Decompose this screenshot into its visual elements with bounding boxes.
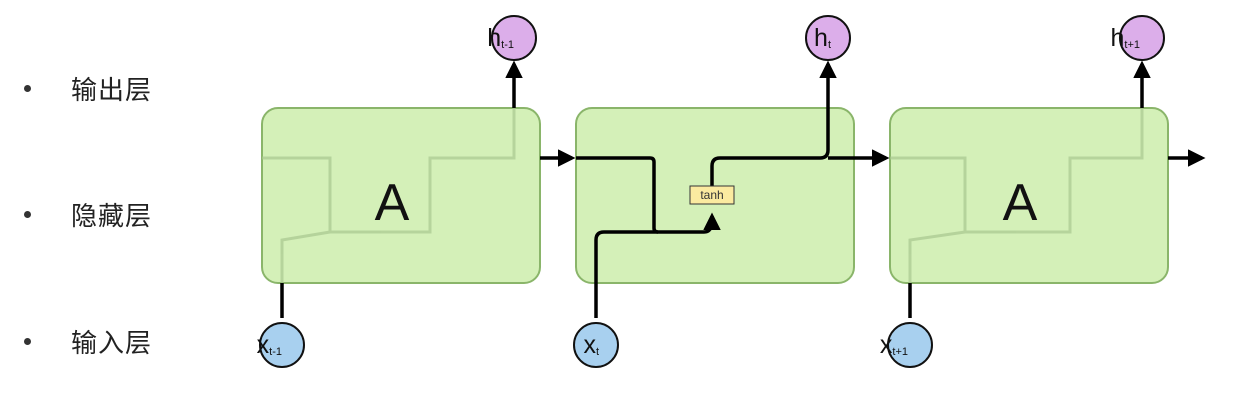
middle-input-path bbox=[594, 230, 658, 318]
x-curr-sub: t bbox=[596, 346, 599, 358]
h-next-sub: t+1 bbox=[1124, 39, 1140, 51]
legend-item-output: 输出层 bbox=[24, 70, 152, 107]
h-next-main: h bbox=[1110, 24, 1124, 52]
output-node-h-next: ht+1 bbox=[1110, 15, 1165, 61]
input-node-x-curr: xt bbox=[573, 322, 619, 368]
input-node-x-next: xt+1 bbox=[880, 322, 933, 368]
bullet-icon bbox=[24, 85, 31, 92]
cell-left-label: A bbox=[375, 174, 410, 232]
cell-right-label: A bbox=[1003, 174, 1038, 232]
h-curr-main: h bbox=[814, 24, 828, 52]
legend-label-output: 输出层 bbox=[71, 76, 153, 106]
svg-text:xt-1: xt-1 bbox=[257, 331, 282, 359]
h-curr-sub: t bbox=[828, 39, 831, 51]
svg-text:ht: ht bbox=[814, 24, 831, 52]
rnn-cell-right bbox=[889, 107, 1169, 284]
output-node-h-prev: ht-1 bbox=[487, 15, 537, 61]
x-next-main: x bbox=[880, 331, 893, 359]
layer-legend: 输出层 隐藏层 输入层 bbox=[0, 0, 230, 410]
svg-text:xt: xt bbox=[583, 331, 599, 359]
left-cell-internal-paths bbox=[262, 108, 516, 283]
legend-label-input: 输入层 bbox=[71, 329, 153, 359]
input-node-x-prev: xt-1 bbox=[257, 322, 305, 368]
svg-text:ht-1: ht-1 bbox=[487, 24, 514, 52]
tanh-activation-box bbox=[689, 185, 735, 205]
legend-item-input: 输入层 bbox=[24, 323, 152, 360]
x-prev-main: x bbox=[257, 331, 270, 359]
x-curr-main: x bbox=[583, 331, 596, 359]
legend-label-hidden: 隐藏层 bbox=[71, 202, 153, 232]
data-flow-lines bbox=[280, 60, 1206, 318]
x-prev-sub: t-1 bbox=[269, 346, 282, 358]
svg-text:ht+1: ht+1 bbox=[1110, 24, 1140, 52]
bullet-icon bbox=[24, 338, 31, 345]
rnn-cell-left bbox=[261, 107, 541, 284]
tanh-label: tanh bbox=[700, 188, 723, 202]
svg-text:xt+1: xt+1 bbox=[880, 331, 908, 359]
output-node-h-curr: ht bbox=[805, 15, 851, 61]
h-prev-main: h bbox=[487, 24, 501, 52]
middle-output-path bbox=[710, 60, 837, 188]
h-prev-sub: t-1 bbox=[501, 39, 514, 51]
legend-item-hidden: 隐藏层 bbox=[24, 196, 152, 233]
bullet-icon bbox=[24, 211, 31, 218]
right-cell-internal-paths bbox=[890, 108, 1144, 283]
x-next-sub: t+1 bbox=[892, 346, 908, 358]
